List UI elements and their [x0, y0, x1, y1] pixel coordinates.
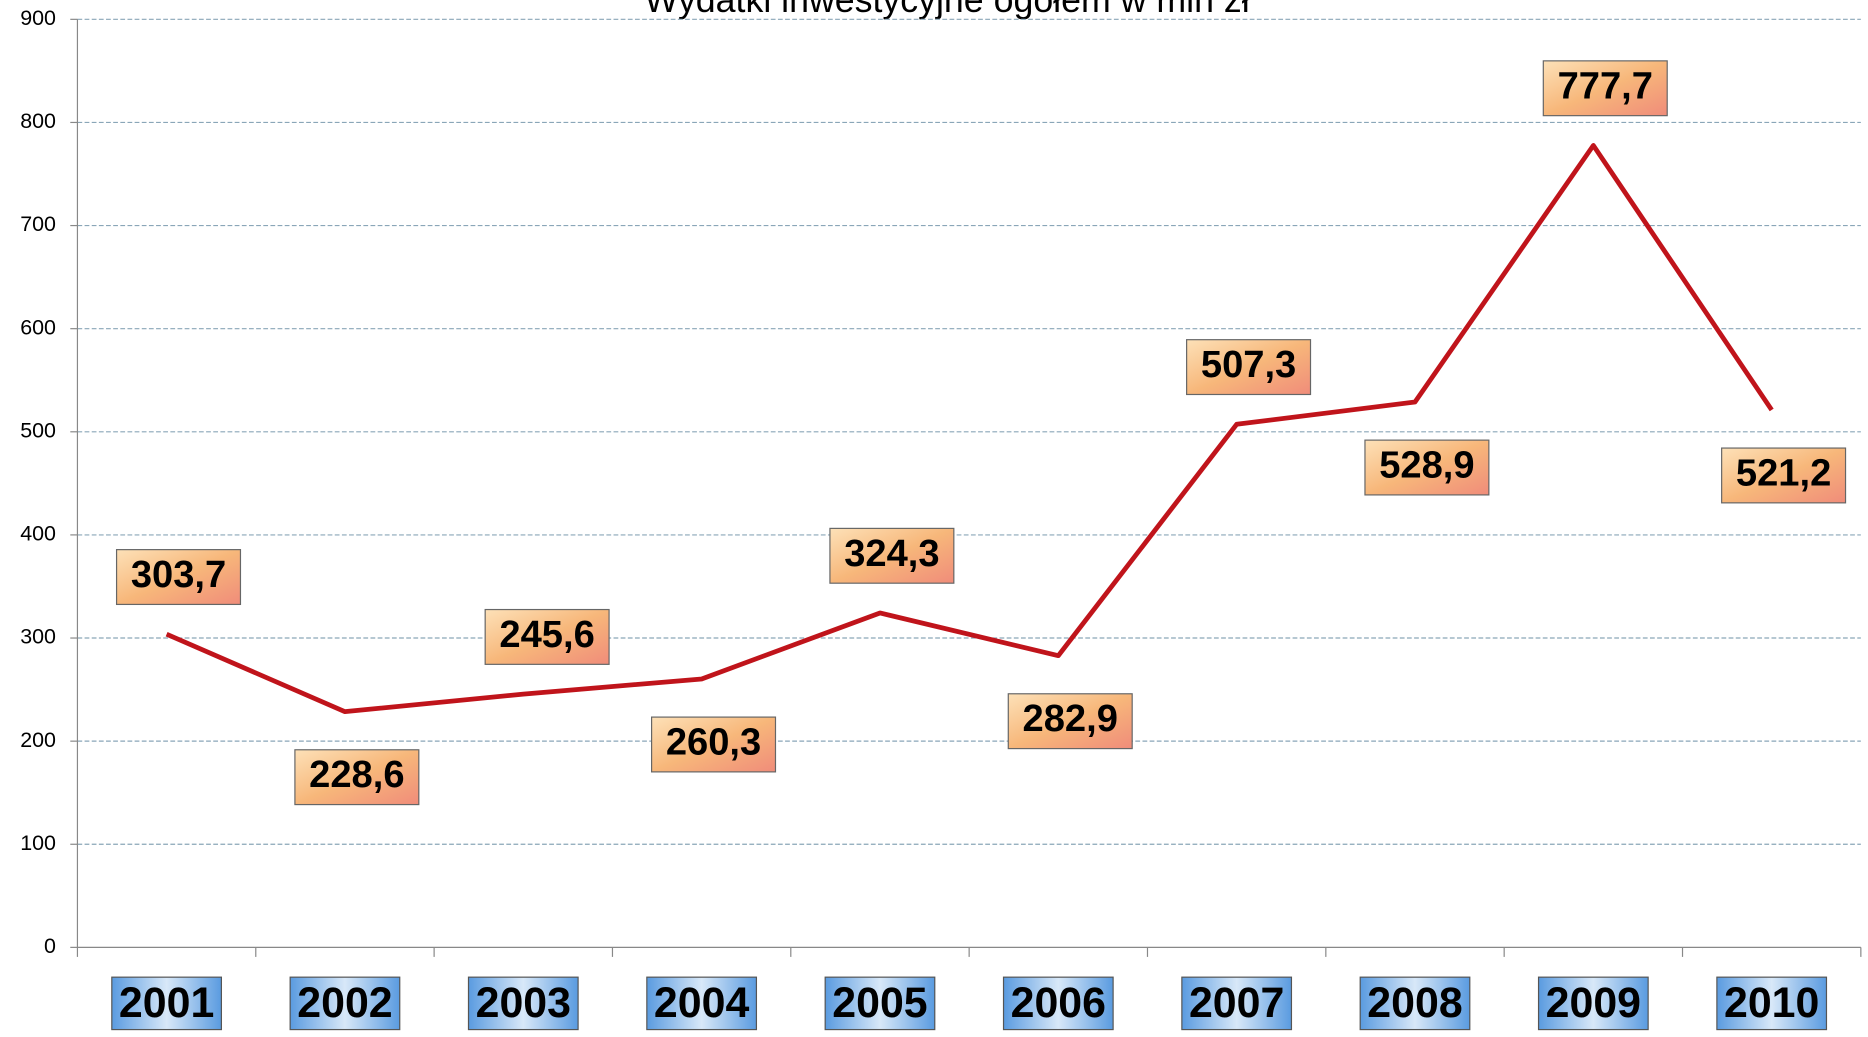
x-label-box: [646, 976, 758, 1031]
label-box: [1721, 447, 1847, 504]
data-label: 245,6: [499, 613, 594, 656]
label-box: [484, 608, 610, 665]
data-label: 260,3: [666, 721, 761, 764]
x-tick-label: 2006: [1011, 979, 1106, 1027]
y-tick-label: 300: [20, 625, 56, 649]
y-tick-label: 200: [20, 728, 56, 752]
data-label: 282,9: [1023, 697, 1118, 740]
x-tick-label: 2002: [297, 979, 392, 1027]
label-box: [1542, 60, 1668, 117]
x-label-box: [1537, 976, 1649, 1031]
label-box: [1364, 439, 1490, 496]
data-label: 528,9: [1379, 444, 1474, 487]
data-label: 777,7: [1558, 64, 1653, 107]
data-label: 303,7: [131, 553, 226, 596]
data-label: 521,2: [1736, 452, 1831, 495]
x-tick-label: 2010: [1724, 979, 1819, 1027]
x-label-box: [1359, 976, 1471, 1031]
label-box: [1007, 693, 1133, 750]
y-tick-label: 900: [20, 6, 56, 30]
y-tick-label: 500: [20, 418, 56, 442]
x-tick-label: 2004: [654, 979, 750, 1027]
label-box: [829, 527, 955, 584]
label-box: [651, 716, 777, 773]
label-box: [294, 749, 420, 806]
y-tick-label: 800: [20, 109, 56, 133]
y-tick-label: 400: [20, 522, 56, 546]
x-tick-label: 2007: [1189, 979, 1284, 1027]
x-tick-label: 2003: [476, 979, 571, 1027]
data-label: 507,3: [1201, 343, 1296, 386]
label-box: [115, 549, 242, 606]
x-label-box: [111, 976, 223, 1031]
x-tick-label: 2008: [1367, 979, 1462, 1027]
x-tick-label: 2001: [119, 979, 214, 1027]
data-label: 228,6: [309, 753, 404, 796]
x-label-box: [1002, 976, 1114, 1031]
x-tick-label: 2005: [832, 979, 927, 1027]
x-label-box: [289, 976, 401, 1031]
x-tick-label: 2009: [1546, 979, 1641, 1027]
line: [165, 143, 1774, 715]
y-tick-label: 600: [20, 315, 56, 339]
x-label-box: [1716, 976, 1828, 1031]
data-label: 324,3: [844, 532, 939, 575]
chart-title: Wydatki inwestycyjne ogółem w mln zł: [645, 0, 1250, 20]
y-tick-label: 100: [20, 831, 56, 855]
y-tick-label: 0: [44, 934, 56, 958]
x-label-box: [1181, 976, 1293, 1031]
x-label-box: [824, 976, 936, 1031]
x-label-box: [467, 976, 579, 1031]
label-box: [1186, 339, 1312, 396]
y-tick-label: 700: [20, 212, 56, 236]
